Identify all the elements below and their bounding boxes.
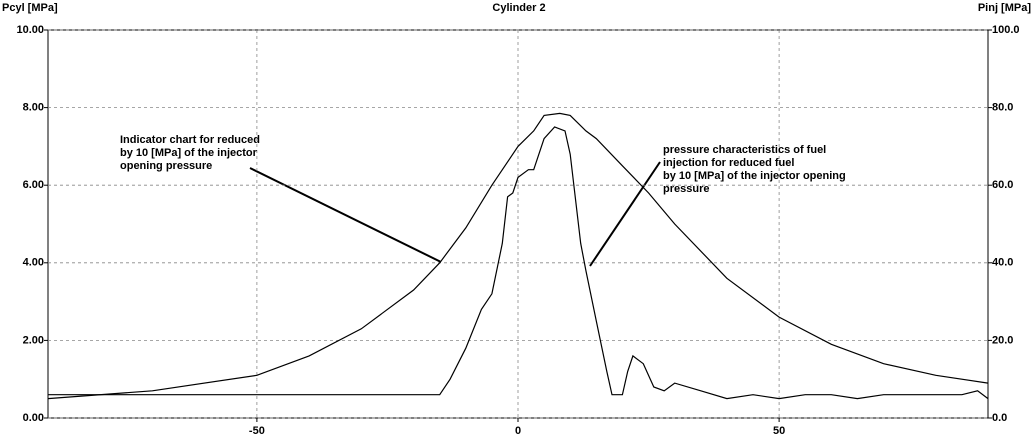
y-tick-label: 10.00: [16, 24, 44, 36]
y-tick-label: 0.00: [23, 412, 44, 424]
y2-axis-label: Pinj [MPa]: [978, 2, 1032, 14]
y-tick-label: 8.00: [23, 102, 44, 114]
leader-line: [589, 161, 661, 267]
y2-tick-label: 40.0: [992, 257, 1013, 269]
y-tick-label: 6.00: [23, 179, 44, 191]
y2-tick-label: 20.0: [992, 334, 1013, 346]
y-tick-label: 2.00: [23, 334, 44, 346]
annotation: by 10 [MPa] of the injector opening: [663, 170, 846, 182]
annotation: by 10 [MPa] of the injector: [120, 147, 258, 159]
y2-tick-label: 0.0: [992, 412, 1007, 424]
x-tick-label: -50: [249, 425, 265, 437]
series-line: [47, 112, 989, 400]
chart-title: Cylinder 2: [492, 2, 545, 14]
y2-tick-label: 60.0: [992, 179, 1013, 191]
annotation: pressure characteristics of fuel: [663, 144, 826, 156]
annotation: Indicator chart for reduced: [120, 134, 260, 146]
annotation: opening pressure: [120, 160, 212, 172]
y-axis-label: Pcyl [MPa]: [2, 2, 58, 14]
leader-line: [249, 167, 442, 263]
series-line: [48, 126, 989, 400]
x-tick-label: 50: [773, 425, 785, 437]
annotation: pressure: [663, 183, 709, 195]
x-tick-label: 0: [515, 425, 521, 437]
y2-tick-label: 80.0: [992, 102, 1013, 114]
annotation: injection for reduced fuel: [663, 157, 794, 169]
y-tick-label: 4.00: [23, 257, 44, 269]
y2-tick-label: 100.0: [992, 24, 1020, 36]
